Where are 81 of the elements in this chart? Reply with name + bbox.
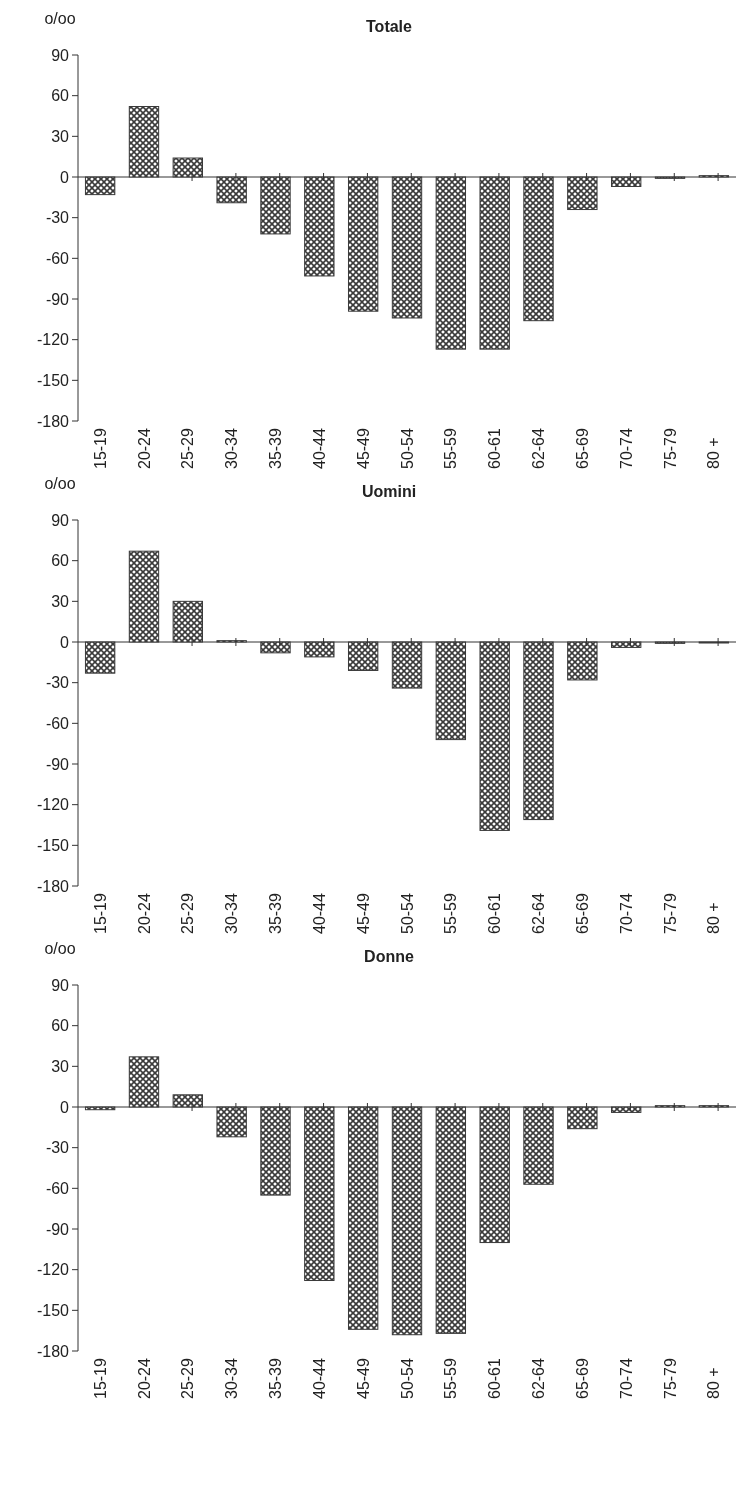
y-tick-label: -180: [36, 1342, 70, 1360]
x-tick-label: 40-44: [310, 1357, 328, 1399]
y-tick-label: -60: [45, 249, 70, 267]
x-tick-label: 65-69: [573, 1357, 591, 1399]
x-tick-label: 45-49: [354, 892, 372, 934]
y-tick-label: -30: [45, 209, 70, 227]
x-tick-label: 45-49: [354, 427, 372, 469]
y-tick-label: 90: [51, 46, 70, 64]
x-tick-label: 20-24: [135, 427, 153, 469]
x-tick-label: 30-34: [223, 427, 241, 469]
x-tick-label: 15-19: [91, 1357, 109, 1399]
y-tick-label: 30: [51, 127, 70, 145]
x-tick-label: 55-59: [442, 427, 460, 469]
x-tick-label: 20-24: [135, 1357, 153, 1399]
y-tick-label: 90: [51, 976, 70, 994]
y-tick-label: -90: [45, 290, 70, 308]
y-tick-label: -180: [36, 877, 70, 895]
x-tick-label: 30-34: [223, 892, 241, 934]
x-tick-label: 60-61: [486, 1357, 504, 1399]
y-tick-label: 60: [51, 87, 70, 105]
x-tick-label: 35-39: [267, 892, 285, 934]
y-tick-label: -60: [45, 714, 70, 732]
x-tick-label: 75-79: [661, 892, 679, 934]
y-tick-label: 60: [51, 552, 70, 570]
y-tick-label: -30: [45, 674, 70, 692]
x-tick-label: 70-74: [617, 892, 635, 934]
x-tick-label: 15-19: [91, 427, 109, 469]
x-tick-label: 75-79: [661, 1357, 679, 1399]
x-tick-label: 15-19: [91, 892, 109, 934]
y-axis-title: o/oo: [44, 940, 76, 957]
y-tick-label: -180: [36, 412, 70, 430]
y-axis-title: o/oo: [44, 475, 76, 492]
y-tick-label: 0: [60, 168, 70, 186]
x-tick-label: 60-61: [486, 427, 504, 469]
x-tick-label: 55-59: [442, 892, 460, 934]
x-tick-label: 65-69: [573, 892, 591, 934]
chart-title: Uomini: [361, 483, 417, 500]
x-tick-label: 80 +: [705, 902, 723, 934]
y-tick-label: -150: [36, 836, 70, 854]
x-tick-label: 25-29: [179, 892, 197, 934]
x-tick-label: 40-44: [310, 892, 328, 934]
y-tick-label: -120: [36, 331, 70, 349]
x-tick-label: 80 +: [705, 437, 723, 469]
x-tick-label: 55-59: [442, 1357, 460, 1399]
chart-title: Totale: [366, 18, 413, 35]
y-tick-label: -150: [36, 1301, 70, 1319]
x-tick-label: 50-54: [398, 892, 416, 934]
x-tick-label: 62-64: [530, 1357, 548, 1399]
x-tick-label: 62-64: [530, 892, 548, 934]
x-tick-label: 70-74: [617, 1357, 635, 1399]
x-tick-label: 75-79: [661, 427, 679, 469]
x-tick-label: 20-24: [135, 892, 153, 934]
x-tick-label: 40-44: [310, 427, 328, 469]
y-tick-label: -150: [36, 371, 70, 389]
y-tick-label: 0: [60, 633, 70, 651]
y-axis-title: o/oo: [44, 10, 76, 27]
x-tick-label: 25-29: [179, 427, 197, 469]
x-tick-label: 50-54: [398, 1357, 416, 1399]
x-tick-label: 62-64: [530, 427, 548, 469]
x-tick-label: 30-34: [223, 1357, 241, 1399]
y-tick-label: -120: [36, 1261, 70, 1279]
y-tick-label: -90: [45, 1220, 70, 1238]
y-tick-label: 30: [51, 592, 70, 610]
y-tick-label: -120: [36, 796, 70, 814]
y-tick-label: 90: [51, 511, 70, 529]
x-tick-label: 70-74: [617, 427, 635, 469]
x-tick-label: 60-61: [486, 892, 504, 934]
y-tick-label: 30: [51, 1057, 70, 1075]
x-tick-label: 50-54: [398, 427, 416, 469]
chart-title: Donne: [364, 948, 414, 965]
y-tick-label: -90: [45, 755, 70, 773]
y-tick-label: 60: [51, 1017, 70, 1035]
x-tick-label: 35-39: [267, 427, 285, 469]
y-tick-label: -30: [45, 1139, 70, 1157]
x-tick-label: 65-69: [573, 427, 591, 469]
y-tick-label: 0: [60, 1098, 70, 1116]
x-tick-label: 80 +: [705, 1367, 723, 1399]
x-tick-label: 45-49: [354, 1357, 372, 1399]
x-tick-label: 35-39: [267, 1357, 285, 1399]
x-tick-label: 25-29: [179, 1357, 197, 1399]
y-tick-label: -60: [45, 1179, 70, 1197]
